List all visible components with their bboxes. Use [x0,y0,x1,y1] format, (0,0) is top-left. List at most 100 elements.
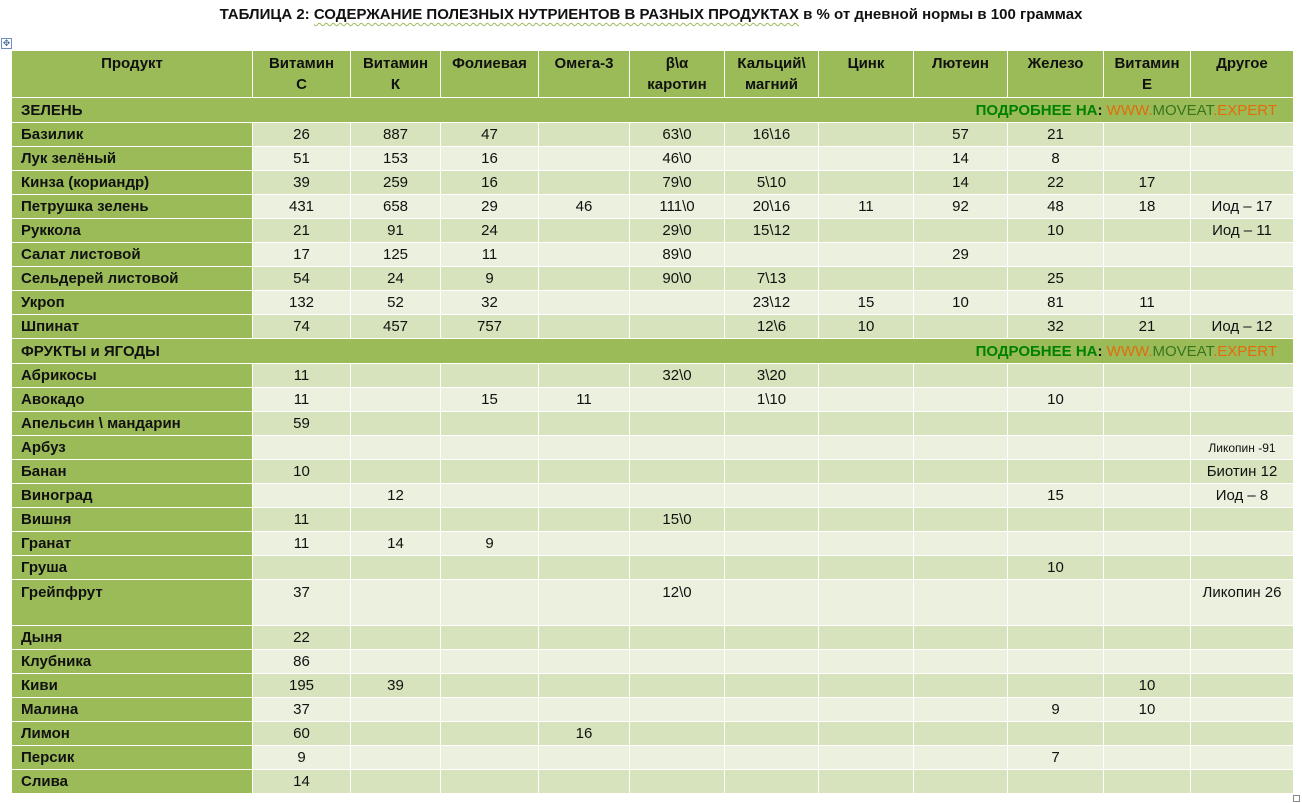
nutrient-value [252,483,351,508]
nutrient-value [440,411,539,436]
link-moveat: MOVEAT [1152,342,1214,360]
nutrient-value [913,363,1008,388]
nutrient-value [1190,411,1294,436]
nutrient-value [538,531,630,556]
nutrient-value [724,435,819,460]
nutrient-value: 32 [440,290,539,315]
nutrient-value: 11 [252,387,351,412]
nutrient-value: 9 [1007,697,1104,722]
nutrient-value [629,625,725,650]
nutrient-value [538,266,630,291]
nutrient-value [538,745,630,770]
column-header-line2: Е [1141,76,1152,93]
nutrient-value [724,745,819,770]
nutrient-value: 29 [440,194,539,219]
nutrient-value [440,459,539,484]
nutrient-value [1007,507,1104,532]
nutrient-value: 14 [913,146,1008,171]
link-expert: .EXPERT [1213,101,1277,119]
nutrient-value [818,411,914,436]
table-resize-handle[interactable] [1293,795,1300,802]
nutrient-value [1007,435,1104,460]
product-name: Вишня [11,507,253,532]
product-name: Виноград [11,483,253,508]
nutrient-value [629,649,725,674]
link-na: НА [1075,101,1098,119]
column-header-line1: Другое [1216,55,1268,72]
column-header-line1: β\α [665,55,689,72]
nutrient-value: 10 [1103,697,1191,722]
nutrient-value [1007,673,1104,698]
section-title: ФРУКТЫ и ЯГОДЫ [21,342,160,360]
nutrient-value [913,387,1008,412]
nutrient-value [1190,769,1294,794]
product-name: Малина [11,697,253,722]
nutrient-value: 74 [252,314,351,339]
nutrient-value: 10 [1007,387,1104,412]
nutrient-value [913,459,1008,484]
column-header: Фолиевая [440,50,539,98]
nutrient-value: 63\0 [629,122,725,147]
nutrient-value [1007,459,1104,484]
moveat-link[interactable]: ПОДРОБНЕЕ НА: WWW.MOVEAT.EXPERT [976,102,1289,119]
nutrient-value [1190,387,1294,412]
nutrient-value: 8 [1007,146,1104,171]
nutrient-value [1007,411,1104,436]
section-cell: ЗЕЛЕНЬ ПОДРОБНЕЕ НА: WWW.MOVEAT.EXPERT [11,97,1294,123]
nutrient-value: 90\0 [629,266,725,291]
nutrient-value [913,483,1008,508]
nutrient-value: 1\10 [724,387,819,412]
nutrient-value: 9 [252,745,351,770]
nutrient-value: 21 [252,218,351,243]
nutrient-value [913,507,1008,532]
nutrient-value [1190,507,1294,532]
nutrient-value: 22 [1007,170,1104,195]
nutrient-value: 195 [252,673,351,698]
nutrient-value [913,314,1008,339]
nutrient-value: 11 [252,531,351,556]
nutrient-value [538,122,630,147]
nutrient-value [1103,435,1191,460]
link-expert: .EXPERT [1213,342,1277,360]
nutrient-value [724,459,819,484]
product-name: Гранат [11,531,253,556]
product-name: Лук зелёный [11,146,253,171]
nutrient-value [913,218,1008,243]
nutrient-value: 22 [252,625,351,650]
table-row: Кинза (кориандр) 39 259 16 79\0 5\10 14 22 17 [11,170,1294,195]
product-name: Шпинат [11,314,253,339]
nutrient-value: 52 [350,290,441,315]
nutrient-value: 10 [1007,218,1104,243]
section-title: ЗЕЛЕНЬ [21,101,83,119]
table-row: Лимон 60 16 [11,721,1294,746]
nutrient-value [913,435,1008,460]
nutrient-value: 37 [252,697,351,722]
product-name: Арбуз [11,435,253,460]
nutrient-value [440,555,539,580]
nutrient-value: 11 [818,194,914,219]
column-header: Продукт [11,50,253,98]
nutrient-value: 15\0 [629,507,725,532]
nutrient-value: 32 [1007,314,1104,339]
nutrient-value [538,459,630,484]
nutrient-value: 12\0 [629,579,725,626]
link-prefix: ПОДРОБНЕЕ [975,101,1072,119]
nutrient-value: 39 [252,170,351,195]
nutrient-value [440,721,539,746]
nutrient-value [629,387,725,412]
table-move-handle-icon[interactable]: ✥ [1,38,12,49]
nutrient-value [440,435,539,460]
table-row: Руккола 21 91 24 29\0 15\12 10 Иод – 11 [11,218,1294,243]
moveat-link[interactable]: ПОДРОБНЕЕ НА: WWW.MOVEAT.EXPERT [976,343,1289,360]
column-header-line2: С [296,76,307,93]
nutrient-value [538,673,630,698]
nutrient-value: 59 [252,411,351,436]
nutrient-value [538,411,630,436]
link-prefix: ПОДРОБНЕЕ [975,342,1072,360]
nutrient-value [1103,721,1191,746]
nutrient-value [913,721,1008,746]
nutrient-value [1103,146,1191,171]
nutrient-value: Ликопин -91 [1190,435,1294,460]
table-row: Салат листовой 17 125 11 89\0 29 [11,242,1294,267]
nutrient-value: 11 [440,242,539,267]
